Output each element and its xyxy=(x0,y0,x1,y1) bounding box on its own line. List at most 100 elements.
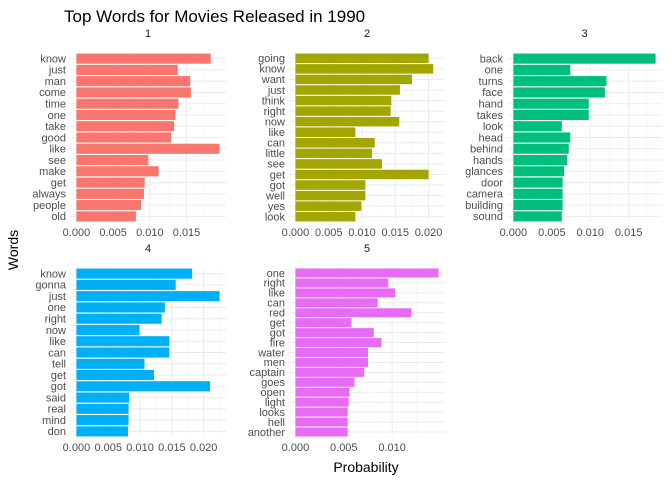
y-tick-label: don xyxy=(48,426,66,438)
bar-get xyxy=(295,169,429,180)
bar-door xyxy=(513,177,563,188)
y-tick-label: water xyxy=(257,347,285,359)
bar-can xyxy=(76,347,170,358)
bar-goes xyxy=(295,377,355,387)
y-tick-label: camera xyxy=(466,189,504,201)
y-tick-label: sound xyxy=(473,211,503,223)
y-tick-label: hand xyxy=(479,99,503,111)
facet-strip-label: 3 xyxy=(581,28,587,40)
bar-like xyxy=(76,336,170,347)
bar-light xyxy=(295,397,349,407)
y-tick-label: one xyxy=(48,110,66,122)
bar-yes xyxy=(295,201,362,211)
bar-just xyxy=(76,291,220,302)
bar-back xyxy=(513,53,656,64)
x-tick-label: 0.000 xyxy=(63,227,91,239)
y-tick-label: yes xyxy=(268,201,286,213)
y-tick-label: glances xyxy=(465,166,503,178)
bar-like xyxy=(295,127,356,137)
y-tick-label: looks xyxy=(259,407,285,419)
bar-face xyxy=(513,87,605,98)
x-tick-label: 0.010 xyxy=(576,227,604,239)
x-tick-label: 0.020 xyxy=(415,227,443,239)
y-tick-label: see xyxy=(48,155,66,167)
y-tick-label: fire xyxy=(270,337,285,349)
bar-know xyxy=(295,64,434,74)
bar-behind xyxy=(513,143,569,154)
bar-turns xyxy=(513,76,607,87)
bar-always xyxy=(76,188,144,199)
bar-got xyxy=(295,180,366,190)
x-tick-label: 0.015 xyxy=(382,227,410,239)
bar-see xyxy=(76,154,149,166)
y-tick-label: look xyxy=(483,121,504,133)
bar-one xyxy=(76,302,165,313)
bar-make xyxy=(76,166,159,177)
bar-take xyxy=(76,121,175,132)
x-tick-label: 0.015 xyxy=(615,227,643,239)
bar-another xyxy=(295,427,348,437)
bar-head xyxy=(513,132,571,143)
x-tick-label: 0.005 xyxy=(94,442,122,454)
y-tick-label: now xyxy=(265,116,285,128)
y-tick-label: get xyxy=(270,169,285,181)
bar-one xyxy=(295,268,439,278)
bar-get xyxy=(76,369,155,381)
y-tick-label: got xyxy=(270,180,285,192)
y-tick-label: got xyxy=(51,381,66,393)
bar-look xyxy=(295,211,356,222)
x-tick-label: 0.005 xyxy=(330,442,358,454)
bar-time xyxy=(76,98,179,109)
y-tick-label: takes xyxy=(477,110,504,122)
facet-strip-label: 2 xyxy=(364,28,370,40)
y-tick-label: open xyxy=(261,387,285,399)
bar-open xyxy=(295,387,350,397)
y-tick-label: mind xyxy=(42,415,66,427)
bar-mind xyxy=(76,415,129,426)
bar-gonna xyxy=(76,279,176,290)
bar-don xyxy=(76,426,128,437)
bar-hand xyxy=(513,98,589,109)
y-tick-label: know xyxy=(259,64,285,76)
bar-good xyxy=(76,132,172,143)
y-tick-label: hell xyxy=(268,417,285,429)
bar-captain xyxy=(295,367,365,377)
bar-sound xyxy=(513,211,562,222)
y-tick-label: like xyxy=(49,336,66,348)
facet-panel-1: 1 knowjustmancometimeonetakegoodlikeseema… xyxy=(32,28,226,239)
y-tick-label: head xyxy=(479,132,503,144)
y-tick-label: light xyxy=(265,397,285,409)
x-tick-label: 0.000 xyxy=(282,442,310,454)
bar-people xyxy=(76,200,142,211)
y-tick-label: want xyxy=(261,74,285,86)
x-tick-label: 0.000 xyxy=(282,227,310,239)
y-tick-label: people xyxy=(33,200,66,212)
y-tick-label: door xyxy=(481,177,503,189)
y-tick-label: face xyxy=(482,87,503,99)
bar-one xyxy=(76,109,176,121)
y-tick-label: can xyxy=(48,347,66,359)
bar-building xyxy=(513,200,563,211)
bar-red xyxy=(295,308,412,318)
bar-glances xyxy=(513,166,565,177)
bar-fire xyxy=(295,338,382,348)
bar-going xyxy=(295,53,429,64)
y-tick-label: one xyxy=(485,65,503,77)
bar-right xyxy=(295,106,391,116)
y-tick-label: one xyxy=(267,268,285,280)
y-tick-label: well xyxy=(265,190,285,202)
y-tick-label: behind xyxy=(470,144,503,156)
y-tick-label: right xyxy=(45,314,66,326)
bar-get xyxy=(76,177,145,188)
bar-just xyxy=(295,85,400,95)
y-tick-label: know xyxy=(40,53,66,65)
y-tick-label: back xyxy=(480,53,504,65)
bar-little xyxy=(295,148,372,159)
x-tick-label: 0.015 xyxy=(158,442,186,454)
y-tick-label: right xyxy=(264,106,285,118)
bar-right xyxy=(295,278,389,288)
y-tick-label: make xyxy=(39,166,66,178)
bar-now xyxy=(295,116,400,127)
y-tick-label: see xyxy=(267,159,285,171)
y-tick-label: man xyxy=(45,76,66,88)
